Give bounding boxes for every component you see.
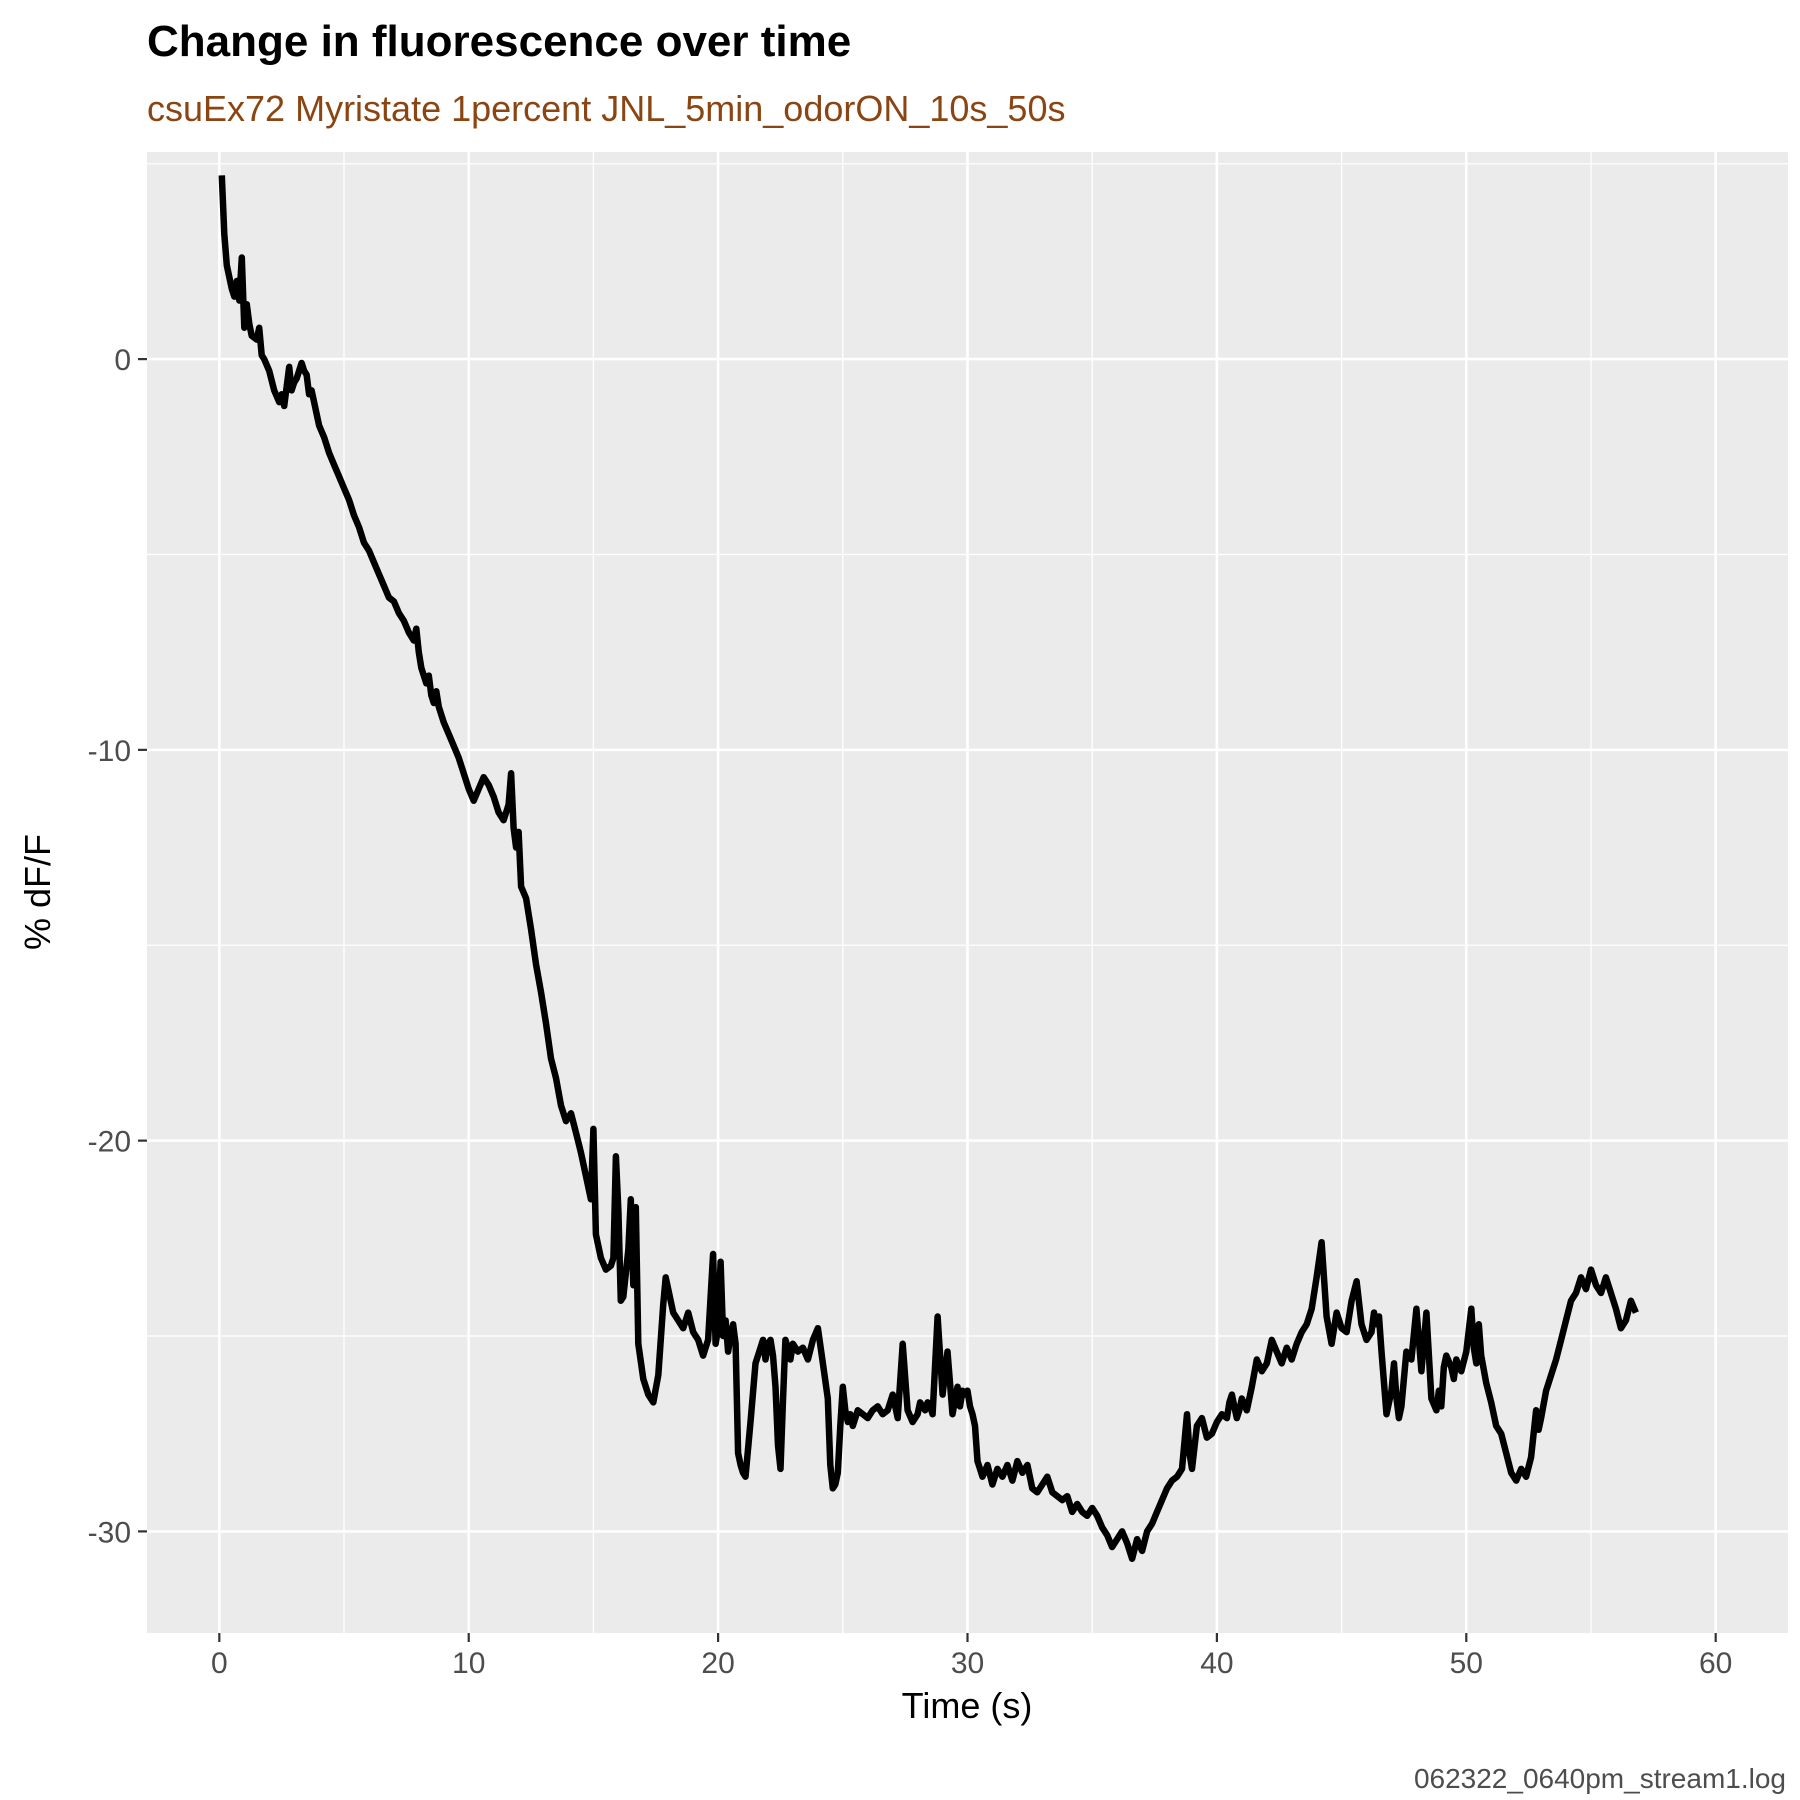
y-tick-label: 0 (114, 344, 131, 377)
x-tick-label: 60 (1699, 1647, 1732, 1680)
y-tick-label: -10 (88, 735, 131, 768)
x-axis-title: Time (s) (902, 1685, 1033, 1726)
y-axis-title: % dF/F (17, 834, 58, 950)
x-tick-label: 30 (951, 1647, 984, 1680)
chart-title: Change in fluorescence over time (147, 17, 851, 66)
grid-lines (147, 152, 1788, 1633)
x-tick-label: 50 (1450, 1647, 1483, 1680)
x-tick-label: 40 (1200, 1647, 1233, 1680)
axes: 0 10 20 30 40 50 60 0 -10 -20 -30 (88, 344, 1733, 1680)
series-line (218, 175, 1639, 1563)
x-tick-label: 0 (211, 1647, 228, 1680)
y-tick-label: -20 (88, 1126, 131, 1159)
chart-caption: 062322_0640pm_stream1.log (1414, 1763, 1786, 1794)
chart-subtitle: csuEx72 Myristate 1percent JNL_5min_odor… (147, 88, 1065, 129)
x-tick-label: 20 (701, 1647, 734, 1680)
x-tick-label: 10 (452, 1647, 485, 1680)
y-tick-label: -30 (88, 1516, 131, 1549)
